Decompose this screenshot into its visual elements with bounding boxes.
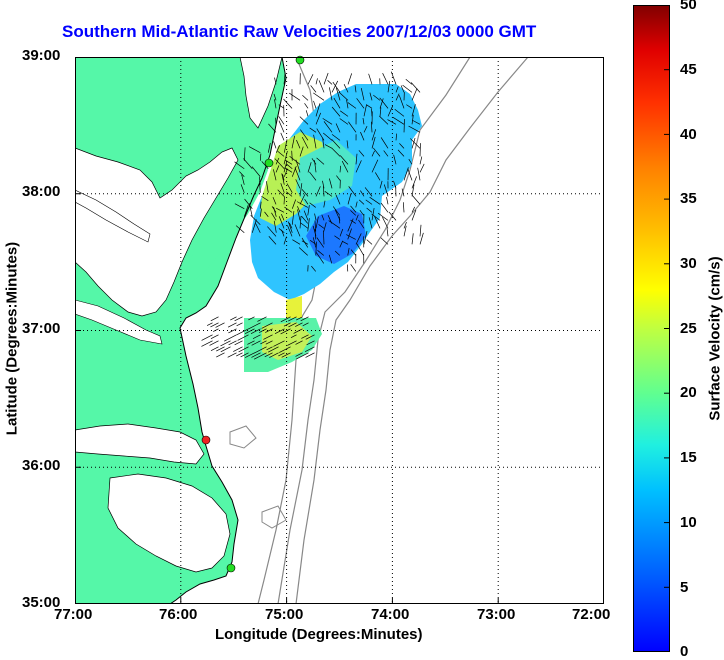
- colorbar-tick-label: 0: [680, 643, 688, 660]
- y-tick-label: 37:00: [22, 320, 60, 337]
- colorbar-tick-label: 15: [680, 449, 697, 466]
- x-tick-label: 73:00: [477, 606, 515, 623]
- colorbar-tick-label: 30: [680, 255, 697, 272]
- colorbar-label: Surface Velocity (cm/s): [707, 224, 724, 454]
- colorbar-tick-label: 5: [680, 579, 688, 596]
- x-tick-label: 76:00: [159, 606, 197, 623]
- y-tick-label: 39:00: [22, 47, 60, 64]
- colorbar-frame: [633, 5, 670, 652]
- y-axis-label: Latitude (Degrees:Minutes): [4, 229, 21, 449]
- colorbar-tick-label: 10: [680, 514, 697, 531]
- x-axis-label: Longitude (Degrees:Minutes): [215, 626, 423, 643]
- y-tick-label: 38:00: [22, 183, 60, 200]
- colorbar-tick-label: 50: [680, 0, 697, 13]
- x-tick-label: 72:00: [572, 606, 610, 623]
- colorbar-tick-label: 20: [680, 384, 697, 401]
- y-tick-label: 36:00: [22, 457, 60, 474]
- colorbar-tick-label: 25: [680, 320, 697, 337]
- colorbar-tick-label: 40: [680, 126, 697, 143]
- colorbar-tick-label: 35: [680, 190, 697, 207]
- x-tick-label: 74:00: [371, 606, 409, 623]
- plot-frame: [75, 57, 604, 604]
- colorbar-tick-label: 45: [680, 61, 697, 78]
- x-tick-label: 75:00: [265, 606, 303, 623]
- x-tick-label: 77:00: [54, 606, 92, 623]
